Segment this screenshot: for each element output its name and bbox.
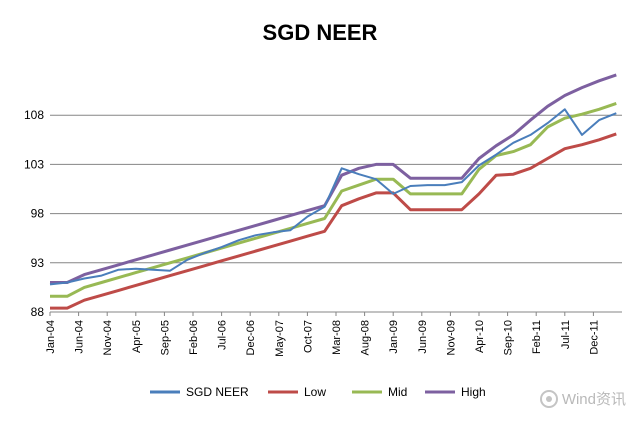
x-tick-label: Jul-11 — [560, 320, 572, 349]
x-tick-label: Aug-08 — [360, 320, 372, 355]
y-tick-label: 88 — [31, 305, 45, 319]
x-tick-label: Apr-05 — [131, 320, 143, 353]
y-tick-label: 108 — [24, 108, 44, 122]
x-tick-label: Dec-06 — [245, 320, 257, 355]
x-tick-label: Jan-09 — [388, 320, 400, 354]
x-tick-label: Jan-04 — [45, 320, 57, 354]
x-tick-label: Jun-09 — [417, 320, 429, 354]
legend-label: SGD NEER — [186, 385, 249, 399]
wind-logo-icon — [539, 389, 558, 408]
legend-label: Low — [304, 385, 326, 399]
watermark: Wind资讯 — [539, 388, 626, 409]
x-tick-label: Sep-05 — [159, 320, 171, 355]
chart-title: SGD NEER — [263, 20, 378, 45]
y-tick-label: 93 — [31, 256, 45, 270]
axis-layer: 88 93 98 103 108 Jan-04 Jun-04 Nov-04 Apr-05 Sep-… — [24, 108, 622, 357]
series-line-high — [50, 73, 617, 284]
x-tick-label: Feb-06 — [188, 320, 200, 355]
x-tick-label: Dec-11 — [588, 320, 600, 355]
x-tick-label: Feb-11 — [531, 320, 543, 354]
x-tick-label: Jun-04 — [74, 320, 86, 354]
x-tick-label: Mar-08 — [331, 320, 343, 355]
y-tick-label: 103 — [24, 157, 44, 171]
legend: SGD NEER Low Mid High — [150, 385, 486, 399]
y-tick-label: 98 — [31, 207, 45, 221]
series-line-low — [50, 132, 617, 310]
x-tick-label: Sep-10 — [503, 320, 515, 355]
series-line-sgd-neer — [49, 108, 617, 286]
x-tick-label: Jul-06 — [217, 320, 229, 350]
legend-label: High — [461, 385, 486, 399]
series-layer — [49, 73, 617, 310]
x-tick-label: May-07 — [274, 320, 286, 357]
legend-label: Mid — [388, 385, 407, 399]
x-tick-label: Oct-07 — [302, 320, 314, 353]
x-tick-label: Nov-04 — [102, 320, 114, 355]
series-line-mid — [50, 101, 617, 298]
x-tick-label: Apr-10 — [474, 320, 486, 353]
watermark-text: Wind资讯 — [561, 391, 626, 408]
x-tick-label: Nov-09 — [445, 320, 457, 355]
